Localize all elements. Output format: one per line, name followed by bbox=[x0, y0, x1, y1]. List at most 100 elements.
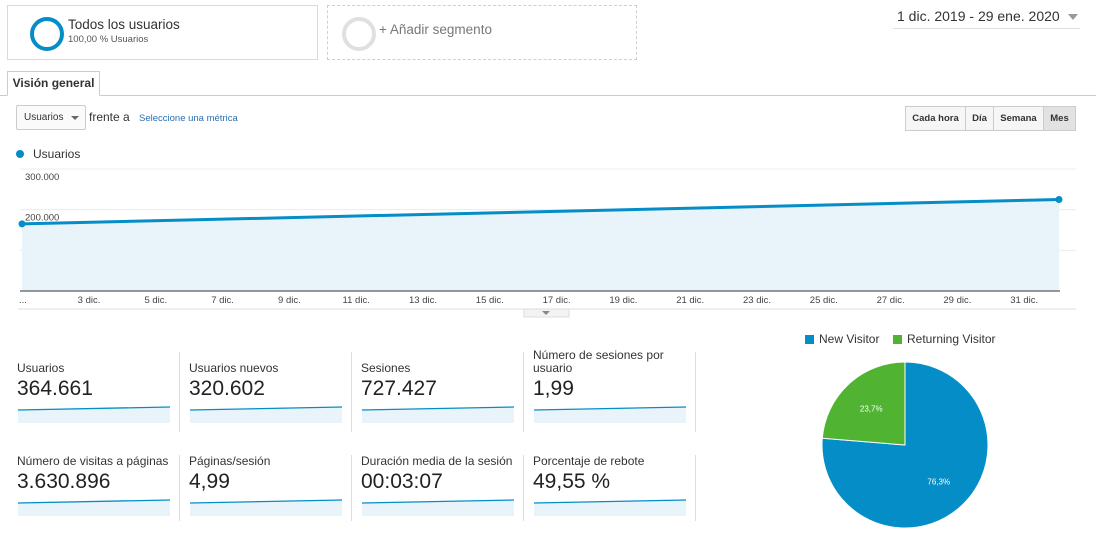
x-tick-label: 19 dic. bbox=[609, 295, 637, 306]
x-tick-label: 29 dic. bbox=[943, 295, 971, 306]
metric-value: 364.661 bbox=[17, 377, 93, 400]
metric-sparkline bbox=[189, 499, 343, 516]
returning-visitor-swatch bbox=[893, 335, 902, 344]
sparkline-area bbox=[190, 500, 342, 516]
data-point bbox=[1055, 196, 1063, 203]
metric-sparkline bbox=[17, 406, 171, 423]
sparkline-area bbox=[18, 407, 170, 423]
metric-sparkline bbox=[361, 499, 515, 516]
granularity-day-button[interactable]: Día bbox=[965, 106, 994, 131]
sparkline-area bbox=[534, 500, 686, 516]
x-tick-label: 21 dic. bbox=[676, 295, 704, 306]
card-divider bbox=[351, 352, 352, 432]
segment-subtitle: 100,00 % Usuarios bbox=[68, 34, 149, 45]
date-range-text: 1 dic. 2019 - 29 ene. 2020 bbox=[897, 8, 1060, 24]
tab-overview[interactable]: Visión general bbox=[7, 71, 100, 96]
segment-ring-icon bbox=[30, 17, 64, 51]
add-segment-button[interactable]: + Añadir segmento bbox=[327, 5, 637, 60]
metric-label: Páginas/sesión bbox=[189, 454, 271, 468]
metric-sparkline bbox=[361, 406, 515, 423]
x-tick-label: 23 dic. bbox=[743, 295, 771, 306]
x-tick-label: 31 dic. bbox=[1010, 295, 1038, 306]
sparkline-line bbox=[17, 406, 171, 411]
card-divider bbox=[523, 455, 524, 521]
select-metric-link[interactable]: Seleccione una métrica bbox=[139, 113, 238, 124]
granularity-hourly-button[interactable]: Cada hora bbox=[905, 106, 966, 131]
metric-card[interactable]: Número de visitas a páginas 3.630.896 bbox=[17, 442, 171, 516]
metric-label: Número de visitas a páginas bbox=[17, 454, 169, 468]
granularity-buttons: Cada hora Día Semana Mes bbox=[905, 106, 1076, 131]
card-divider bbox=[695, 352, 696, 432]
card-divider bbox=[179, 352, 180, 432]
pie-legend-new-label: New Visitor bbox=[819, 332, 880, 346]
pie-legend-new[interactable]: New Visitor bbox=[805, 332, 879, 346]
pie-slice-returning-visitor bbox=[821, 361, 906, 446]
visitor-type-pie-chart: 76,3% 23,7% bbox=[821, 361, 989, 529]
versus-label: frente a bbox=[89, 110, 130, 124]
metric-label: Sesiones bbox=[361, 361, 411, 375]
metric-card[interactable]: Duración media de la sesión 00:03:07 bbox=[361, 442, 515, 516]
pie-legend-returning[interactable]: Returning Visitor bbox=[893, 332, 996, 346]
metric-card[interactable]: Sesiones 727.427 bbox=[361, 349, 515, 423]
metric-label: Número de sesiones por usuario bbox=[533, 348, 664, 375]
x-tick-label: 3 dic. bbox=[78, 295, 101, 306]
x-tick-label: 25 dic. bbox=[810, 295, 838, 306]
sparkline-area bbox=[362, 500, 514, 516]
pie-slice-label: 23,7% bbox=[860, 404, 883, 413]
metric-select-value: Usuarios bbox=[24, 112, 64, 123]
x-tick-label: 7 dic. bbox=[211, 295, 234, 306]
x-tick-label: ... bbox=[19, 295, 27, 306]
sparkline-line bbox=[17, 499, 171, 504]
metric-sparkline bbox=[533, 499, 687, 516]
metric-value: 3.630.896 bbox=[17, 470, 111, 493]
metric-card[interactable]: Usuarios 364.661 bbox=[17, 349, 171, 423]
sparkline-line bbox=[361, 499, 515, 504]
card-divider bbox=[695, 455, 696, 521]
sparkline-line bbox=[533, 406, 687, 411]
series-line bbox=[21, 198, 1060, 226]
metric-value: 727.427 bbox=[361, 377, 437, 400]
metric-label: Duración media de la sesión bbox=[361, 454, 513, 468]
granularity-week-button[interactable]: Semana bbox=[993, 106, 1044, 131]
granularity-month-button[interactable]: Mes bbox=[1043, 106, 1076, 131]
pie-slice-label: 76,3% bbox=[927, 478, 950, 487]
new-visitor-swatch bbox=[805, 335, 814, 344]
sparkline-line bbox=[533, 499, 687, 504]
tab-divider bbox=[0, 95, 1096, 96]
card-divider bbox=[179, 455, 180, 521]
y-tick-label: 300.000 bbox=[25, 172, 59, 183]
metric-card[interactable]: Usuarios nuevos 320.602 bbox=[189, 349, 343, 423]
x-tick-label: 11 dic. bbox=[343, 295, 370, 306]
metric-card[interactable]: Número de sesiones por usuario 1,99 bbox=[533, 348, 687, 423]
x-tick-label: 13 dic. bbox=[409, 295, 437, 306]
metric-label: Porcentaje de rebote bbox=[533, 454, 645, 468]
sparkline-area bbox=[18, 500, 170, 516]
sparkline-area bbox=[190, 407, 342, 423]
chevron-down-icon bbox=[71, 116, 79, 120]
segment-all-users[interactable]: Todos los usuarios 100,00 % Usuarios bbox=[7, 5, 318, 60]
segment-title: Todos los usuarios bbox=[68, 17, 180, 32]
card-divider bbox=[523, 352, 524, 432]
data-point bbox=[18, 220, 26, 228]
chevron-down-icon bbox=[542, 311, 550, 315]
sparkline-line bbox=[361, 406, 515, 411]
x-tick-label: 15 dic. bbox=[476, 295, 504, 306]
sparkline-area bbox=[534, 407, 686, 423]
metric-value: 49,55 % bbox=[533, 470, 611, 493]
sparkline-line bbox=[189, 499, 343, 504]
metric-label: Usuarios bbox=[17, 361, 65, 375]
series-legend-label[interactable]: Usuarios bbox=[33, 147, 81, 161]
date-range-picker[interactable]: 1 dic. 2019 - 29 ene. 2020 bbox=[893, 8, 1080, 29]
add-segment-label: + Añadir segmento bbox=[379, 22, 492, 37]
metric-select[interactable]: Usuarios bbox=[16, 105, 86, 130]
x-tick-label: 27 dic. bbox=[877, 295, 905, 306]
metric-card[interactable]: Porcentaje de rebote 49,55 % bbox=[533, 442, 687, 516]
pie-slice-new-visitor bbox=[821, 361, 989, 529]
y-tick-label: 200.000 bbox=[25, 213, 59, 224]
series-legend-swatch bbox=[16, 150, 24, 158]
metric-card[interactable]: Páginas/sesión 4,99 bbox=[189, 442, 343, 516]
pie-legend-returning-label: Returning Visitor bbox=[907, 332, 996, 346]
empty-segment-ring-icon bbox=[342, 17, 376, 51]
metric-sparkline bbox=[17, 499, 171, 516]
